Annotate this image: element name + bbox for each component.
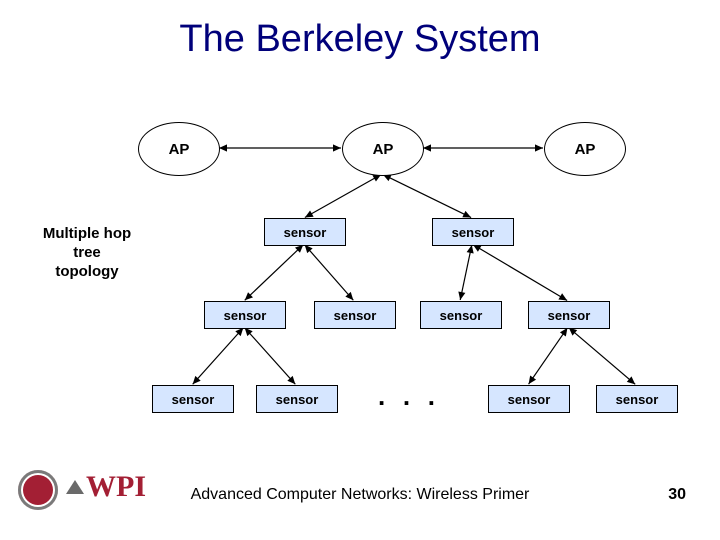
sensor-node: sensor — [488, 385, 570, 413]
sensor-node: sensor — [314, 301, 396, 329]
wpi-triangle-icon — [66, 480, 84, 494]
sensor-node: sensor — [420, 301, 502, 329]
ellipsis-dots: . . . — [378, 381, 440, 412]
sensor-node: sensor — [432, 218, 514, 246]
topology-note: Multiple hoptreetopology — [22, 225, 152, 281]
slide: The Berkeley System Multiple hoptreetopo… — [0, 0, 720, 540]
ap-node: AP — [342, 122, 424, 176]
slide-title: The Berkeley System — [0, 18, 720, 61]
ap-node: AP — [544, 122, 626, 176]
page-number: 30 — [668, 486, 686, 504]
wpi-crest-icon — [18, 470, 58, 510]
wpi-text: WPI — [86, 470, 146, 504]
sensor-node: sensor — [256, 385, 338, 413]
sensor-node: sensor — [596, 385, 678, 413]
sensor-node: sensor — [204, 301, 286, 329]
wpi-logo: WPI — [66, 470, 146, 504]
sensor-node: sensor — [528, 301, 610, 329]
ap-node: AP — [138, 122, 220, 176]
sensor-node: sensor — [152, 385, 234, 413]
sensor-node: sensor — [264, 218, 346, 246]
